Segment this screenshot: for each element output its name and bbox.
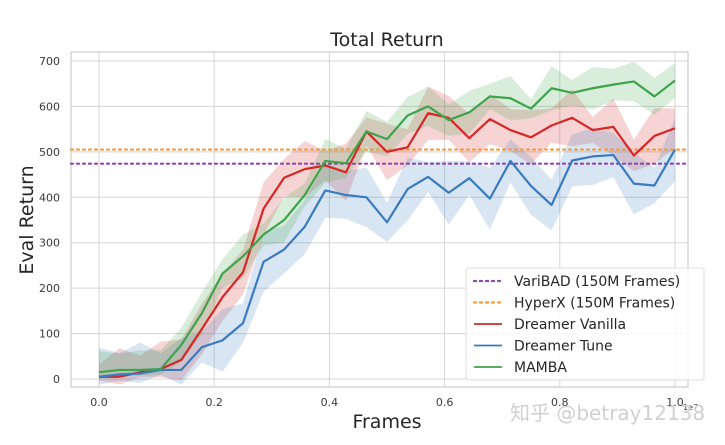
chart-title: Total Return bbox=[329, 29, 443, 51]
line-dreamer-vanilla bbox=[99, 112, 676, 378]
y-tick-label: 100 bbox=[39, 328, 60, 341]
y-axis-ticks: 0 100 200 300 400 500 600 700 bbox=[39, 55, 60, 386]
y-tick-label: 600 bbox=[39, 100, 60, 113]
legend-label: HyperX (150M Frames) bbox=[514, 296, 675, 312]
legend-label: VariBAD (150M Frames) bbox=[514, 274, 680, 290]
x-tick-label: 0.0 bbox=[90, 396, 108, 409]
x-tick-label: 0.2 bbox=[205, 396, 223, 409]
baseline-lines bbox=[69, 148, 690, 165]
y-tick-label: 400 bbox=[39, 191, 60, 204]
x-axis-ticks: 0.0 0.2 0.4 0.6 0.8 1.0 bbox=[90, 396, 684, 409]
watermark: 知乎 @betray12138 bbox=[510, 401, 705, 425]
x-tick-label: 0.4 bbox=[321, 396, 339, 409]
series-lines bbox=[98, 79, 676, 378]
x-tick-label: 0.8 bbox=[551, 396, 569, 409]
legend-label: Dreamer Tune bbox=[514, 339, 613, 355]
y-tick-label: 200 bbox=[39, 282, 60, 295]
legend: VariBAD (150M Frames) HyperX (150M Frames… bbox=[465, 267, 705, 381]
legend-label: MAMBA bbox=[514, 360, 567, 376]
x-tick-label: 1.0 bbox=[666, 396, 684, 409]
y-tick-label: 500 bbox=[39, 146, 60, 159]
x-tick-label: 0.6 bbox=[436, 396, 454, 409]
legend-box bbox=[465, 267, 705, 381]
legend-label: Dreamer Vanilla bbox=[514, 317, 626, 333]
y-tick-label: 700 bbox=[39, 55, 60, 68]
line-dreamer-tune bbox=[98, 149, 676, 378]
band-dreamer-vanilla bbox=[99, 86, 675, 385]
plot-area bbox=[69, 51, 690, 388]
y-tick-label: 0 bbox=[53, 373, 60, 386]
x-scale-note: 1e7 bbox=[683, 403, 698, 412]
band-mamba bbox=[99, 61, 675, 379]
y-tick-label: 300 bbox=[39, 237, 60, 250]
line-mamba bbox=[98, 79, 676, 374]
y-axis-label: Eval Return bbox=[16, 165, 38, 274]
x-axis-label: Frames bbox=[352, 411, 421, 433]
